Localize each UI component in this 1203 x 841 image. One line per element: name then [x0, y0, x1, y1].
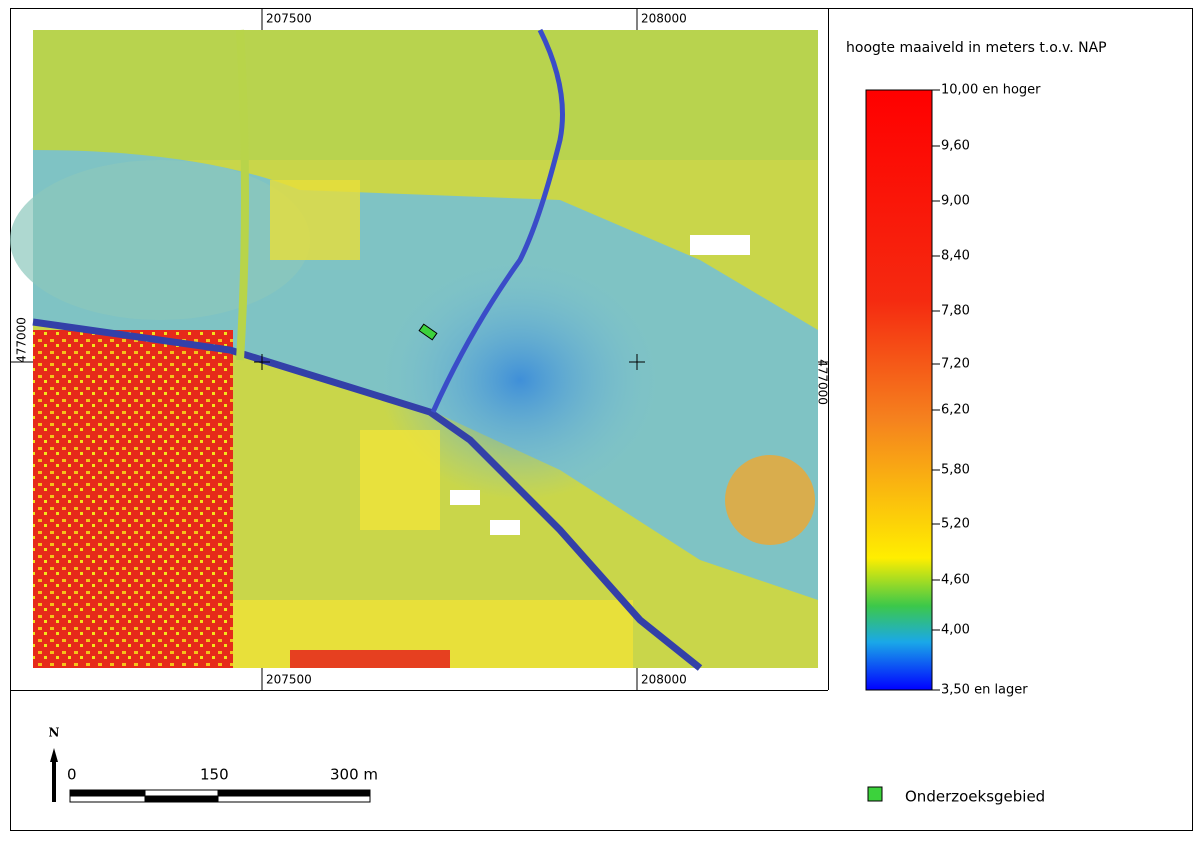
north-label: N: [49, 726, 60, 740]
legend-label: 6,20: [941, 403, 970, 418]
north-arrow: [50, 748, 58, 762]
legend-ticks: 10,00 en hoger 9,60 9,00 8,40 7,80 7,20 6,20 5,…: [932, 83, 1041, 698]
graticule: [10, 8, 828, 690]
north-arrow: [52, 760, 56, 802]
outer-frame: [10, 8, 1193, 831]
legend-label: 5,80: [941, 463, 970, 478]
coord-label: 207500: [266, 12, 312, 26]
scale-label: 300 m: [330, 766, 378, 784]
scale-label: 0: [67, 766, 77, 784]
legend-label: 4,60: [941, 573, 970, 588]
legend-label: 9,60: [941, 139, 970, 154]
legend-label: 7,80: [941, 304, 970, 319]
legend-swatch: [867, 786, 883, 802]
legend-label: 5,20: [941, 517, 970, 532]
legend-label: 9,00: [941, 194, 970, 209]
legend-label: 7,20: [941, 357, 970, 372]
coord-label: 208000: [641, 12, 687, 26]
legend-label: 10,00 en hoger: [941, 83, 1041, 98]
coord-label: 477000: [816, 359, 830, 405]
legend-label: 3,50 en lager: [941, 683, 1028, 698]
elevation-map: [10, 28, 818, 671]
legend-title: hoogte maaiveld in meters t.o.v. NAP: [846, 40, 1107, 56]
scale-label: 150: [200, 766, 229, 784]
legend-item: Onderzoeksgebied: [905, 788, 1045, 806]
coord-label: 208000: [641, 673, 687, 687]
coord-label: 207500: [266, 673, 312, 687]
legend-label: 4,00: [941, 623, 970, 638]
coord-label: 477000: [15, 317, 29, 363]
scale-bar: [69, 789, 371, 803]
color-bar: [865, 89, 933, 691]
legend-label: 8,40: [941, 249, 970, 264]
